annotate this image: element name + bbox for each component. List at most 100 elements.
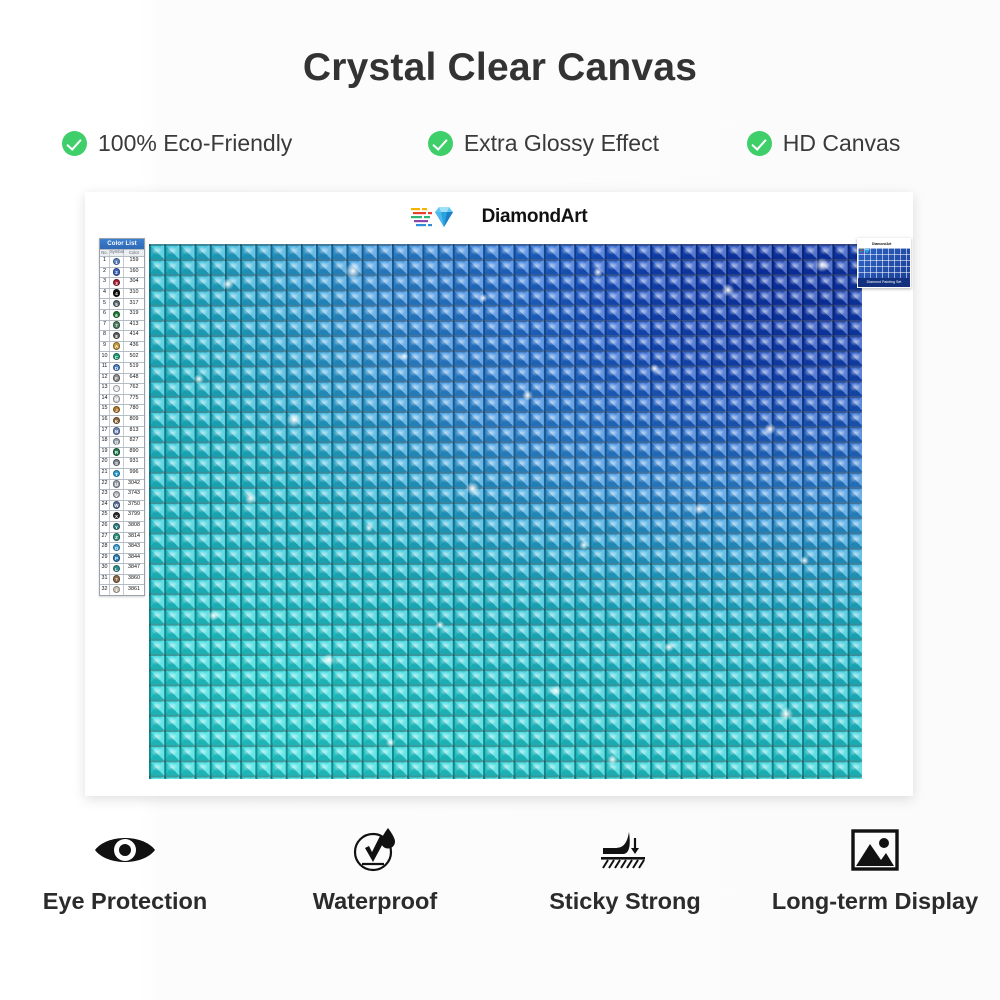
legend-row: 7 7 413 — [100, 319, 144, 331]
check-circle-icon — [746, 131, 772, 156]
legend-cell-no: 8 — [100, 331, 110, 341]
legend-cell-no: 14 — [100, 394, 110, 405]
legend-symbol-dot: ? — [112, 575, 121, 583]
legend-symbol-dot: W — [112, 501, 121, 509]
legend-cell-color: 931 — [129, 458, 139, 465]
legend-symbol-dot: I — [112, 586, 121, 594]
legend-col-color: Color — [128, 249, 139, 255]
legend-header-row: No. Symbol Color — [100, 248, 144, 257]
legend-symbol-dot: A — [112, 342, 121, 350]
drill-grid-pattern — [149, 244, 862, 779]
feature-hd-canvas: HD Canvas — [746, 130, 1000, 157]
brand-lockup: DiamondArt — [85, 204, 913, 230]
legend-cell-no: 3 — [100, 278, 110, 288]
legend-cell-color: 813 — [129, 426, 139, 433]
benefit-label: Sticky Strong — [549, 888, 701, 914]
legend-col-no: No. — [100, 249, 110, 257]
feature-label: Extra Glossy Effect — [463, 130, 659, 156]
legend-symbol-dot: R — [112, 448, 121, 456]
legend-row: 31? 3860 — [100, 573, 144, 585]
benefit-label: Waterproof — [312, 888, 438, 914]
legend-row: 24 W 3750 — [100, 499, 144, 511]
legend-row: 29 P 3844 — [100, 552, 144, 564]
legend-symbol-dot: 5 — [112, 300, 121, 308]
legend-symbol-dot: F — [112, 374, 121, 382]
legend-row: 25 X 3799 — [100, 510, 144, 521]
legend-cell-color: 3814 — [128, 532, 140, 539]
legend-cell-no: 24 — [100, 500, 110, 511]
legend-cell-symbol: N — [110, 426, 124, 437]
eye-icon — [0, 822, 250, 878]
legend-cell-no: 2 — [100, 267, 110, 278]
diamond-logo-icon — [410, 204, 475, 230]
legend-cell-symbol: R — [110, 447, 124, 458]
legend-row: 23 V 3743 — [100, 489, 144, 500]
legend-cell-symbol: 8 — [110, 331, 124, 341]
legend-cell-color: 996 — [129, 469, 139, 476]
legend-symbol-dot: 8 — [112, 331, 121, 340]
thumbnail-brand-name: DiamondArt — [872, 241, 892, 246]
legend-symbol-dot: 3 — [112, 278, 121, 287]
legend-cell-no: 4 — [100, 288, 110, 299]
legend-row: 30 L 3847 — [100, 563, 144, 574]
legend-symbol-dot: L — [112, 564, 121, 573]
benefit-eye-protection: Eye Protection — [0, 822, 250, 915]
legend-cell-color: 414 — [129, 331, 139, 338]
legend-row: 2 2 160 — [100, 266, 144, 278]
legend-symbol-dot: 1 — [112, 257, 121, 266]
legend-row: 10 C 502 — [100, 351, 144, 363]
legend-cell-no: 13 — [100, 384, 110, 394]
legend-symbol-dot: Z — [112, 533, 121, 541]
legend-cell-no: 21 — [100, 468, 110, 479]
legend-cell-no: 7 — [100, 320, 110, 331]
legend-cell-color: 780 — [129, 405, 139, 412]
check-circle-icon — [427, 131, 453, 156]
legend-symbol-dot: 6 — [112, 310, 121, 319]
thumbnail-caption: Diamond Painting Set — [866, 279, 902, 284]
legend-col-symbol: Symbol — [110, 249, 124, 257]
legend-cell-no: 31 — [100, 574, 110, 585]
legend-cell-no: 12 — [100, 373, 110, 384]
legend-symbol-dot: Q — [112, 437, 121, 446]
legend-cell-no: 19 — [100, 447, 110, 458]
legend-row: 21 T 996 — [100, 467, 144, 479]
legend-cell-symbol: Q — [110, 437, 124, 447]
legend-cell-color: 3799 — [128, 511, 140, 518]
legend-symbol-dot: Y — [112, 522, 121, 530]
legend-row: 1 1 159 — [100, 256, 144, 267]
legend-cell-no: 29 — [100, 553, 110, 564]
legend-cell-color: 762 — [129, 384, 139, 391]
legend-cell-no: 11 — [100, 363, 110, 373]
legend-cell-no: 22 — [100, 479, 110, 490]
legend-cell-color: 502 — [129, 352, 139, 359]
legend-symbol-dot: U — [112, 480, 121, 488]
legend-cell-color: 160 — [129, 267, 139, 274]
legend-symbol-dot: C — [112, 353, 121, 361]
legend-symbol-dot: S — [112, 458, 121, 467]
legend-cell-symbol: D — [110, 363, 124, 373]
legend-cell-symbol: H — [110, 394, 124, 405]
legend-symbol-dot: J — [112, 405, 121, 414]
legend-cell-symbol: ? — [110, 574, 124, 585]
legend-cell-symbol: T — [110, 468, 124, 479]
legend-cell-no: 1 — [100, 257, 110, 267]
legend-cell-no: 32 — [100, 585, 110, 596]
diamond-logo-icon — [860, 241, 871, 254]
legend-cell-color: 304 — [129, 278, 139, 285]
color-list-legend: Color List No. Symbol Color 1 1 159 2 2 160 3 3… — [99, 238, 145, 597]
legend-cell-color: 3743 — [128, 490, 140, 497]
legend-symbol-dot: T — [112, 469, 121, 477]
legend-cell-symbol: V — [110, 490, 124, 500]
legend-symbol-dot: V — [112, 490, 121, 499]
legend-row: 27 Z 3814 — [100, 531, 144, 543]
legend-cell-no: 18 — [100, 437, 110, 447]
legend-row: 5 5 317 — [100, 298, 144, 310]
legend-cell-color: 3843 — [128, 543, 140, 550]
legend-row: 17 N 813 — [100, 425, 144, 437]
legend-cell-symbol: J — [110, 405, 124, 415]
legend-cell-symbol: O — [110, 543, 124, 553]
legend-cell-symbol: 3 — [110, 278, 124, 288]
legend-cell-no: 27 — [100, 532, 110, 543]
legend-cell-color: 317 — [129, 299, 139, 306]
legend-row: 4 4 310 — [100, 287, 144, 299]
